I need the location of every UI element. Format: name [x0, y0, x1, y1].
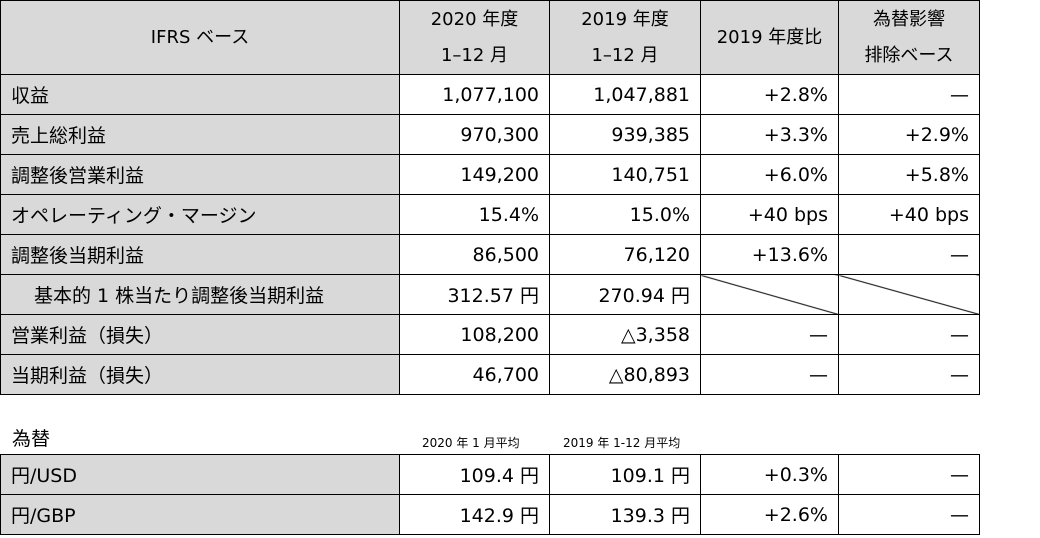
value-2019: 15.0% — [549, 194, 701, 235]
row-label: 基本的 1 株当たり調整後当期利益 — [0, 274, 400, 315]
value-2019: 1,047,881 — [549, 74, 701, 115]
value-2019: △80,893 — [549, 354, 701, 395]
value-2019: 139.3 円 — [549, 494, 701, 535]
fx-section-title: 為替 — [12, 428, 51, 450]
row-label: 営業利益（損失） — [0, 314, 400, 355]
row-label: 調整後営業利益 — [0, 154, 400, 195]
diagonal-not-applicable-cell — [700, 274, 839, 315]
header-basis-label: IFRS ベース — [0, 0, 400, 75]
fx-rates-table: 円/USD 109.4 円 109.1 円 +0.3% — 円/GBP 142.… — [0, 454, 980, 535]
table-row: 営業利益（損失） 108,200 △3,358 — — — [0, 314, 980, 355]
value-2020: 86,500 — [399, 234, 550, 275]
value-2019: 270.94 円 — [549, 274, 701, 315]
value-2020: 108,200 — [399, 314, 550, 355]
row-label: 売上総利益 — [0, 114, 400, 155]
row-label: 円/USD — [0, 454, 400, 495]
value-fx: +40 bps — [838, 194, 980, 235]
fx-note-2020: 2020 年 1 月平均 — [422, 436, 520, 450]
value-2020: 142.9 円 — [399, 494, 550, 535]
header-fx-excluded: 為替影響 排除ベース — [838, 0, 980, 75]
value-2019: 939,385 — [549, 114, 701, 155]
diagonal-not-applicable-cell — [838, 274, 980, 315]
table-row: 調整後営業利益 149,200 140,751 +6.0% +5.8% — [0, 154, 980, 195]
financial-results-table: IFRS ベース 2020 年度 1–12 月 2019 年度 1–12 月 201… — [0, 0, 980, 395]
value-2019: 76,120 — [549, 234, 701, 275]
row-label: 調整後当期利益 — [0, 234, 400, 275]
table-row: 収益 1,077,100 1,047,881 +2.8% — — [0, 74, 980, 115]
value-2020: 149,200 — [399, 154, 550, 195]
header-yoy: 2019 年度比 — [700, 0, 839, 75]
header-2019: 2019 年度 1–12 月 — [549, 0, 701, 75]
value-yoy: +0.3% — [700, 454, 839, 495]
row-label: 当期利益（損失） — [0, 354, 400, 395]
table-row: 円/GBP 142.9 円 139.3 円 +2.6% — — [0, 494, 980, 535]
table-row: 調整後当期利益 86,500 76,120 +13.6% — — [0, 234, 980, 275]
value-2020: 109.4 円 — [399, 454, 550, 495]
value-yoy: +40 bps — [700, 194, 839, 235]
header-row: IFRS ベース 2020 年度 1–12 月 2019 年度 1–12 月 201… — [0, 0, 980, 75]
value-fx: — — [838, 314, 980, 355]
value-yoy: — — [700, 314, 839, 355]
value-fx: +2.9% — [838, 114, 980, 155]
value-fx: — — [838, 74, 980, 115]
value-2019: △3,358 — [549, 314, 701, 355]
value-2019: 109.1 円 — [549, 454, 701, 495]
value-2019: 140,751 — [549, 154, 701, 195]
value-yoy: — — [700, 354, 839, 395]
value-yoy: +3.3% — [700, 114, 839, 155]
header-2020: 2020 年度 1–12 月 — [399, 0, 550, 75]
value-fx: — — [838, 494, 980, 535]
table-row: 売上総利益 970,300 939,385 +3.3% +2.9% — [0, 114, 980, 155]
table-row: 基本的 1 株当たり調整後当期利益 312.57 円 270.94 円 — [0, 274, 980, 315]
value-fx: — — [838, 354, 980, 395]
table-row: 当期利益（損失） 46,700 △80,893 — — — [0, 354, 980, 395]
value-yoy: +6.0% — [700, 154, 839, 195]
table-row: オペレーティング・マージン 15.4% 15.0% +40 bps +40 bp… — [0, 194, 980, 235]
value-2020: 970,300 — [399, 114, 550, 155]
value-2020: 46,700 — [399, 354, 550, 395]
table-row: 円/USD 109.4 円 109.1 円 +0.3% — — [0, 454, 980, 495]
value-2020: 1,077,100 — [399, 74, 550, 115]
fx-note-2019: 2019 年 1-12 月平均 — [563, 436, 681, 450]
row-label: 収益 — [0, 74, 400, 115]
value-yoy: +2.6% — [700, 494, 839, 535]
value-2020: 15.4% — [399, 194, 550, 235]
value-fx: — — [838, 234, 980, 275]
row-label: オペレーティング・マージン — [0, 194, 400, 235]
value-2020: 312.57 円 — [399, 274, 550, 315]
value-fx: — — [838, 454, 980, 495]
value-fx: +5.8% — [838, 154, 980, 195]
value-yoy: +2.8% — [700, 74, 839, 115]
row-label: 円/GBP — [0, 494, 400, 535]
value-yoy: +13.6% — [700, 234, 839, 275]
